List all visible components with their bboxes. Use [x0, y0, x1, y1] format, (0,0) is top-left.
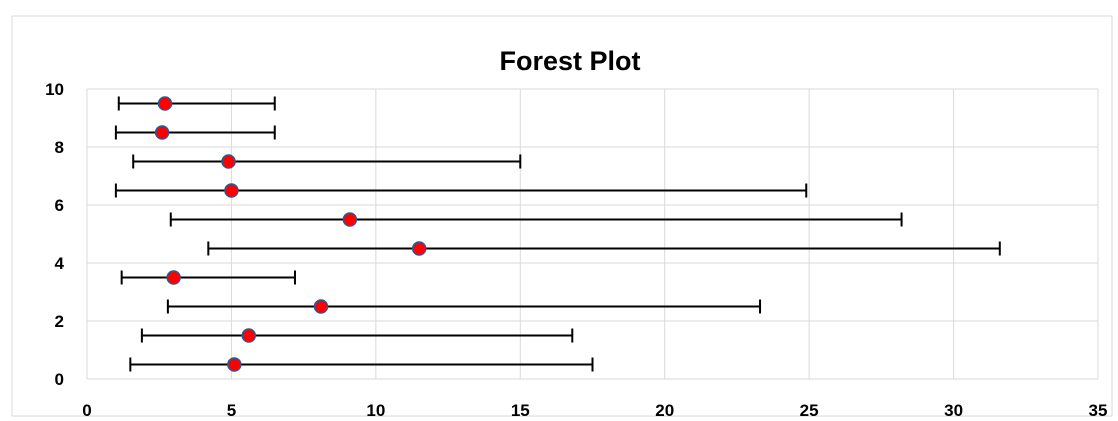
y-tick-label-0: 0	[55, 370, 64, 389]
point-estimate-marker-9	[154, 125, 170, 140]
error-bars	[114, 96, 1001, 372]
point-estimate-marker-4	[166, 270, 181, 285]
gridlines	[86, 88, 1099, 380]
chart-title: Forest Plot	[499, 46, 640, 76]
x-tick-label-5: 5	[227, 401, 236, 420]
point-estimate-marker-5	[411, 241, 427, 256]
point-estimate-marker-2	[241, 328, 257, 343]
x-tick-label-35: 35	[1089, 401, 1108, 420]
point-markers	[154, 96, 427, 372]
y-tick-label-2: 2	[55, 312, 64, 331]
point-estimate-marker-8	[221, 154, 236, 169]
x-tick-label-15: 15	[511, 401, 530, 420]
x-tick-label-20: 20	[655, 401, 674, 420]
x-tick-label-10: 10	[366, 401, 385, 420]
y-tick-label-8: 8	[55, 138, 64, 157]
y-tick-label-10: 10	[45, 80, 64, 99]
y-tick-label-6: 6	[55, 196, 64, 215]
point-estimate-marker-3	[313, 299, 329, 314]
y-tick-label-4: 4	[55, 254, 65, 273]
point-estimate-marker-10	[157, 96, 173, 111]
x-tick-label-25: 25	[800, 401, 819, 420]
point-estimate-marker-1	[227, 357, 242, 372]
x-tick-label-0: 0	[82, 401, 91, 420]
point-estimate-marker-7	[224, 183, 239, 198]
chart-area	[11, 15, 1113, 417]
x-tick-label-30: 30	[944, 401, 963, 420]
axis-tick-labels: 0 5 10 15 20 25 30 35 0 2 4 6 8 10	[45, 80, 1107, 420]
point-estimate-marker-6	[342, 212, 358, 227]
